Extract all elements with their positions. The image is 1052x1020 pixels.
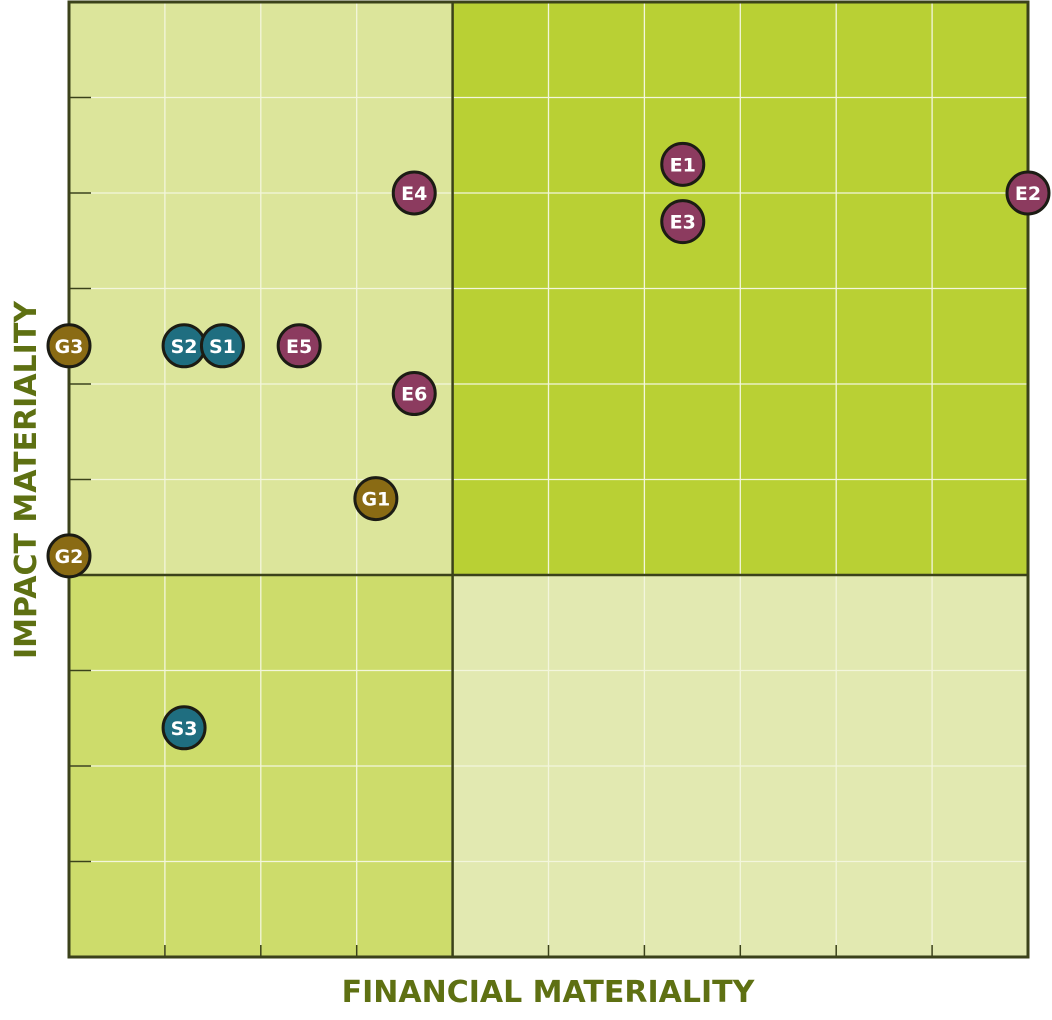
point [660,199,706,245]
point [391,371,437,417]
point [46,323,92,369]
x-axis-label: FINANCIAL MATERIALITY [342,975,756,1010]
point [161,705,207,751]
point-label: S1 [209,336,236,358]
point-label: G1 [361,489,390,511]
point [660,141,706,187]
point [46,533,92,579]
point [353,476,399,522]
point [276,323,322,369]
point-label: E3 [670,212,696,234]
point [391,170,437,216]
point-label: E6 [401,384,427,406]
point-label: E1 [670,154,696,176]
plot-frame [67,0,1030,959]
point-label: E5 [286,336,312,358]
point-label: G2 [55,546,84,568]
point [1005,170,1051,216]
point-label: E4 [401,183,427,205]
point [199,323,245,369]
point-label: E2 [1015,183,1041,205]
point-label: S3 [171,718,198,740]
point-label: G3 [55,336,84,358]
y-axis-label: IMPACT MATERIALITY [9,300,44,659]
point-label: S2 [171,336,198,358]
